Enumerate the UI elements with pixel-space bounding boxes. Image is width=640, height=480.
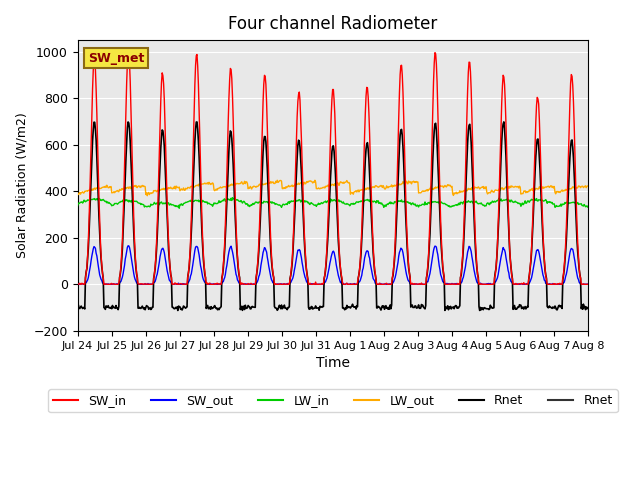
- SW_in: [584, 281, 592, 287]
- LW_in: [215, 198, 223, 204]
- Legend: SW_in, SW_out, LW_in, LW_out, Rnet, Rnet: SW_in, SW_out, LW_in, LW_out, Rnet, Rnet: [49, 389, 618, 412]
- SW_in: [188, 193, 196, 199]
- Title: Four channel Radiometer: Four channel Radiometer: [228, 15, 438, 33]
- LW_in: [584, 204, 592, 210]
- Text: SW_met: SW_met: [88, 52, 144, 65]
- LW_out: [215, 185, 223, 191]
- SW_in: [396, 90, 403, 96]
- Line: Rnet: Rnet: [77, 122, 588, 311]
- LW_out: [188, 184, 196, 190]
- LW_in: [396, 198, 404, 204]
- LW_out: [83, 188, 91, 193]
- Line: SW_out: SW_out: [77, 246, 588, 284]
- LW_out: [74, 191, 81, 196]
- LW_out: [143, 193, 151, 199]
- LW_out: [273, 178, 281, 183]
- SW_out: [584, 281, 592, 287]
- Line: LW_out: LW_out: [77, 180, 588, 196]
- SW_out: [216, 281, 223, 287]
- Rnet: [215, 307, 223, 312]
- SW_in: [410, 281, 418, 287]
- SW_in: [74, 281, 81, 287]
- LW_in: [136, 201, 143, 206]
- Rnet: [74, 304, 81, 310]
- SW_out: [74, 281, 81, 287]
- SW_out: [137, 281, 145, 287]
- Rnet: [410, 304, 418, 310]
- LW_out: [412, 179, 419, 185]
- LW_out: [396, 181, 404, 187]
- LW_in: [412, 201, 419, 207]
- SW_in: [74, 281, 82, 287]
- LW_in: [188, 198, 196, 204]
- Line: SW_in: SW_in: [77, 53, 588, 284]
- SW_out: [124, 243, 132, 249]
- Rnet: [174, 308, 182, 313]
- Rnet: [83, 266, 91, 272]
- SW_in: [136, 281, 144, 287]
- LW_in: [83, 198, 91, 204]
- SW_in: [84, 253, 92, 259]
- SW_in: [431, 50, 439, 56]
- Rnet: [136, 304, 143, 310]
- Rnet: [500, 119, 508, 125]
- Line: LW_in: LW_in: [77, 198, 588, 208]
- LW_in: [175, 205, 183, 211]
- LW_out: [136, 183, 143, 189]
- SW_out: [189, 263, 196, 268]
- Rnet: [396, 144, 403, 149]
- SW_in: [215, 281, 223, 287]
- SW_out: [396, 248, 404, 253]
- X-axis label: Time: Time: [316, 356, 350, 370]
- LW_in: [228, 195, 236, 201]
- Rnet: [584, 304, 592, 310]
- Y-axis label: Solar Radiation (W/m2): Solar Radiation (W/m2): [15, 113, 28, 258]
- SW_out: [412, 281, 419, 287]
- SW_out: [74, 281, 82, 287]
- LW_out: [584, 183, 592, 189]
- Rnet: [188, 214, 196, 219]
- SW_out: [84, 277, 92, 283]
- LW_in: [74, 203, 81, 208]
